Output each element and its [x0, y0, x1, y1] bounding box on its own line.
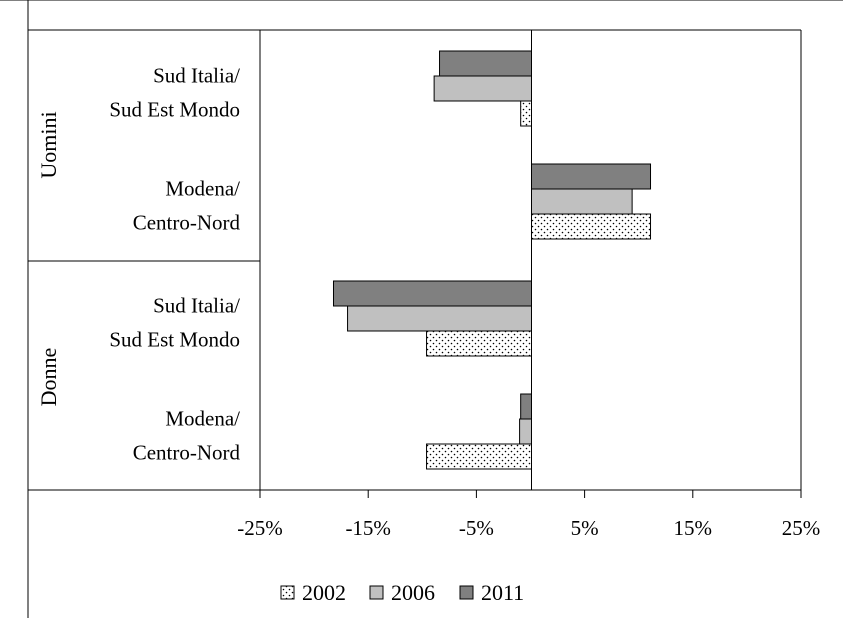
- legend-label-2002: 2002: [302, 580, 346, 605]
- bar-uomini-1-2002: [520, 100, 532, 127]
- x-tick-label: -5%: [459, 516, 494, 540]
- legend-swatch-2011: [459, 585, 474, 600]
- legend-label-2011: 2011: [481, 580, 524, 605]
- category-label: Centro-Nord: [133, 441, 241, 465]
- x-tick-label: -15%: [345, 516, 391, 540]
- category-label: Modena/: [165, 407, 240, 431]
- bar-donne-1-2006: [347, 305, 532, 332]
- category-label: Centro-Nord: [133, 211, 241, 235]
- legend-swatch-2006: [369, 585, 384, 600]
- bar-uomini-2-2011: [531, 163, 652, 190]
- category-label: Modena/: [165, 177, 240, 201]
- bar-donne-1-2011: [332, 280, 532, 307]
- group-label-uomini: Uomini: [36, 111, 61, 178]
- category-label: Sud Est Mondo: [109, 328, 240, 352]
- legend-swatch-2002: [280, 585, 295, 600]
- bar-uomini-1-2006: [433, 75, 532, 102]
- legend-label-2006: 2006: [391, 580, 435, 605]
- bar-donne-2-2002: [426, 443, 532, 470]
- bar-uomini-2-2006: [531, 188, 633, 215]
- category-label: Sud Italia/: [153, 294, 240, 318]
- group-label-donne: Donne: [36, 348, 61, 407]
- bar-donne-1-2002: [426, 330, 532, 357]
- category-label: Sud Italia/: [153, 64, 240, 88]
- bar-donne-2-2006: [519, 418, 533, 445]
- category-label: Sud Est Mondo: [109, 98, 240, 122]
- bar-uomini-1-2011: [439, 50, 532, 77]
- bar-donne-2-2011: [520, 393, 532, 420]
- bar-uomini-2-2002: [531, 213, 652, 240]
- x-tick-label: 25%: [782, 516, 821, 540]
- x-tick-label: 5%: [571, 516, 599, 540]
- x-tick-label: 15%: [674, 516, 713, 540]
- x-tick-label: -25%: [237, 516, 283, 540]
